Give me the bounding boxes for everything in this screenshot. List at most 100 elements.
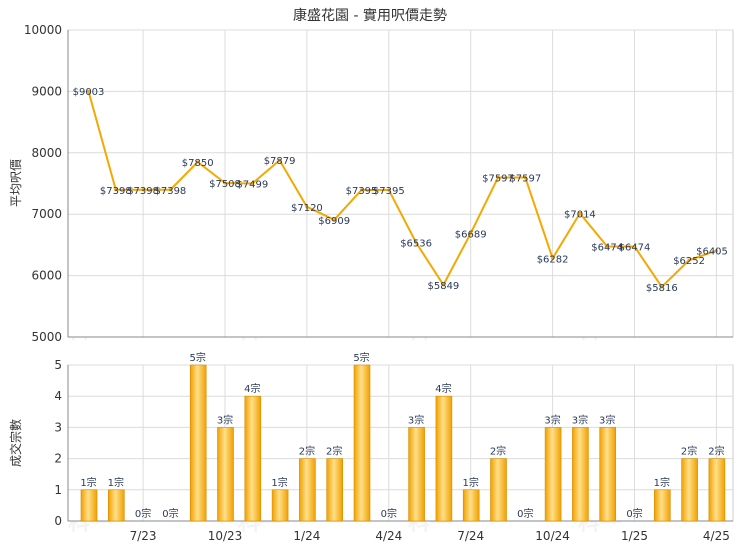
price-y-tick-label: 7000 [31, 207, 62, 221]
price-data-label: $7879 [264, 156, 296, 167]
price-data-label: $6689 [455, 229, 487, 240]
x-tick-label: 7/23 [130, 529, 157, 543]
price-point [714, 249, 719, 253]
price-y-tick-label: 6000 [31, 269, 62, 283]
price-data-label: $7398 [100, 186, 132, 197]
volume-y-axis-label: 成交宗數 [8, 419, 23, 467]
price-data-label: $9003 [73, 87, 105, 98]
price-point [114, 188, 118, 192]
volume-y-tick-label: 2 [54, 452, 62, 466]
price-y-tick-label: 10000 [24, 23, 62, 37]
price-point [496, 175, 500, 180]
chart-title: 康盛花園 - 實用呎價走勢 [293, 7, 447, 24]
volume-bar [544, 427, 562, 522]
price-data-label: $7597 [482, 174, 514, 185]
price-point [168, 188, 172, 192]
price-y-tick-label: 5000 [31, 330, 62, 344]
price-data-label: $6536 [400, 239, 432, 250]
volume-data-label: 1宗 [271, 476, 287, 489]
volume-y-tick-label: 3 [54, 420, 62, 434]
volume-bar [108, 489, 125, 522]
volume-bar [80, 489, 98, 522]
volume-data-label: 1宗 [108, 476, 124, 489]
price-point [414, 241, 418, 245]
volume-panel: 0 1 2 3 4 5 1宗 1宗 0宗 0宗 5宗 3宗 4宗 1宗 2宗 2宗 5宗 0宗 3宗 4宗 1宗 2宗 0宗… [54, 351, 734, 543]
volume-bar [189, 364, 207, 522]
volume-data-label: 5宗 [353, 351, 369, 364]
price-point [551, 256, 555, 260]
price-point [332, 218, 336, 222]
price-plot-area [67, 29, 734, 338]
price-point [605, 244, 609, 249]
volume-bar [653, 489, 671, 522]
price-data-label: $6405 [696, 247, 728, 258]
price-point [278, 158, 282, 162]
volume-data-label: 0宗 [162, 507, 178, 520]
volume-bar [681, 458, 698, 522]
price-y-axis-label: 平均呎價 [9, 159, 23, 207]
x-tick-label: 4/24 [375, 529, 402, 543]
price-point [250, 181, 254, 186]
volume-data-label: 5宗 [190, 351, 206, 364]
volume-bar [353, 364, 371, 522]
volume-data-label: 2宗 [708, 445, 724, 458]
price-data-label: $6252 [673, 256, 705, 267]
volume-bar [435, 395, 453, 522]
price-data-label: $7398 [127, 186, 159, 197]
price-data-label: $6909 [318, 216, 350, 227]
volume-data-label: 2宗 [326, 445, 342, 458]
price-point [387, 188, 391, 192]
price-point [469, 231, 473, 235]
volume-data-label: 4宗 [244, 382, 260, 395]
price-y-tick-label: 9000 [31, 84, 62, 98]
price-data-label: $7395 [373, 186, 405, 197]
x-tick-label: 4/25 [703, 529, 730, 543]
volume-data-label: 0宗 [626, 507, 642, 520]
price-point [223, 181, 227, 185]
volume-y-tick-label: 5 [54, 358, 62, 372]
volume-bar [408, 427, 425, 522]
price-point [305, 205, 309, 209]
volume-bar [490, 458, 507, 522]
price-data-label: $5849 [427, 281, 459, 292]
price-data-label: $6282 [537, 254, 569, 265]
price-point [359, 188, 364, 192]
price-data-label: $6474 [619, 242, 651, 253]
volume-y-tick-label: 4 [54, 389, 62, 403]
volume-data-label: 0宗 [517, 507, 533, 520]
volume-bar [462, 489, 480, 522]
price-data-label: $7597 [509, 174, 541, 185]
volume-data-label: 1宗 [80, 476, 96, 489]
price-point [660, 285, 664, 289]
volume-bar [708, 458, 726, 522]
price-data-label: $7395 [346, 186, 378, 197]
price-panel: 5000600070008000900010000$9003$7398$7398… [24, 23, 734, 344]
volume-data-label: 3宗 [217, 413, 233, 426]
price-point [687, 258, 691, 262]
volume-bar [572, 427, 589, 522]
price-data-label: $5816 [646, 283, 678, 294]
volume-data-label: 3宗 [572, 413, 588, 426]
price-point [632, 244, 637, 249]
price-data-label: $7850 [182, 158, 214, 169]
volume-data-label: 2宗 [299, 445, 315, 458]
volume-bar [599, 427, 617, 522]
x-tick-label: 1/24 [293, 529, 320, 543]
volume-y-tick-label: 1 [54, 483, 62, 497]
price-data-label: $6474 [591, 242, 623, 253]
volume-data-label: 3宗 [408, 413, 424, 426]
volume-bar [217, 427, 234, 522]
volume-data-label: 2宗 [490, 445, 506, 458]
volume-data-label: 1宗 [463, 476, 479, 489]
price-point [441, 283, 445, 287]
price-data-label: $7499 [236, 180, 268, 191]
x-tick-label: 7/24 [457, 529, 484, 543]
price-point [86, 89, 91, 93]
volume-bar [244, 395, 262, 522]
x-tick-label: 10/23 [208, 529, 243, 543]
volume-data-label: 3宗 [599, 413, 615, 426]
price-data-label: $7398 [154, 186, 186, 197]
price-series-line [87, 90, 717, 288]
price-point [578, 211, 582, 215]
